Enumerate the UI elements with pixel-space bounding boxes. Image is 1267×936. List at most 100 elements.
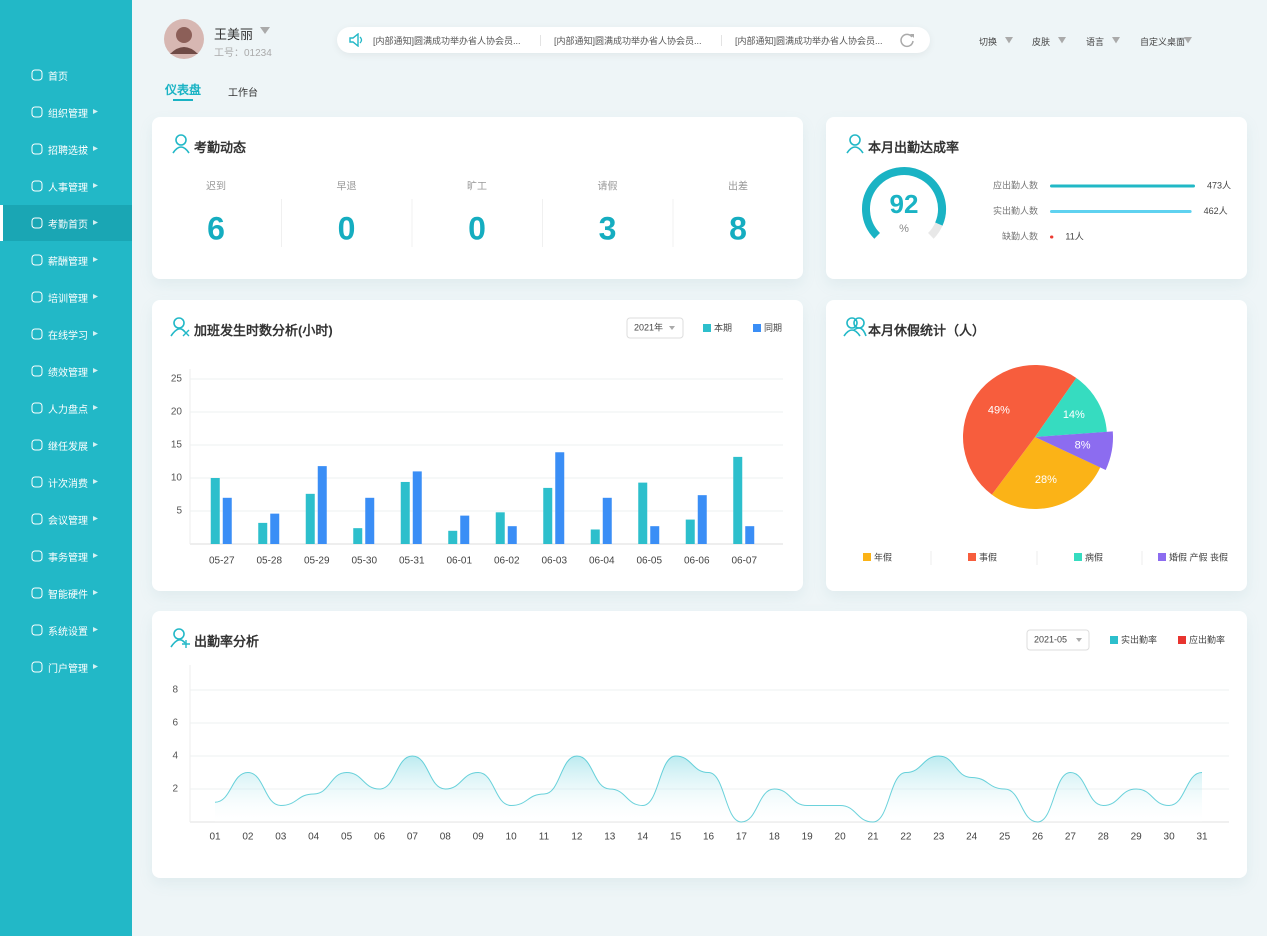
legend-label: 本期 xyxy=(714,322,732,333)
nav-item[interactable]: 薪酬管理 xyxy=(0,242,132,278)
arrow-shape xyxy=(93,294,98,299)
user-name[interactable]: 王美丽 xyxy=(214,27,254,42)
nav-icon xyxy=(31,328,43,340)
legend-swatch xyxy=(703,324,711,332)
nav-item[interactable]: 招聘选拔 xyxy=(0,131,132,167)
legend-label: 病假 xyxy=(1085,551,1103,562)
legend-label: 事假 xyxy=(979,551,997,562)
expand-arrow xyxy=(93,294,98,299)
arrow-shape xyxy=(93,516,98,521)
nav-label: 事务管理 xyxy=(48,553,88,564)
x-tick-label: 06-02 xyxy=(494,556,520,567)
icon-shape xyxy=(31,254,43,266)
menu[interactable]: 皮肤 xyxy=(1032,37,1051,47)
gauge-label: 92 xyxy=(890,189,919,219)
icon-shape xyxy=(31,143,43,155)
avatar xyxy=(164,19,204,59)
x-tick-label: 24 xyxy=(966,832,978,843)
arrow-shape xyxy=(93,220,98,225)
arrow-shape xyxy=(93,553,98,558)
nav-item[interactable]: 智能硬件 xyxy=(0,575,132,611)
tab-active[interactable]: 仪表盘 xyxy=(165,83,202,97)
slice-label: 28% xyxy=(1035,474,1057,486)
arrow-shape xyxy=(93,109,98,114)
nav-item[interactable]: 培训管理 xyxy=(0,279,132,315)
bar xyxy=(448,530,458,544)
nav-item[interactable]: 在线学习 xyxy=(0,316,132,352)
menu[interactable]: 切换 xyxy=(979,37,998,47)
bar xyxy=(495,512,505,544)
menu[interactable]: 自定义桌面 xyxy=(1140,37,1186,47)
y-tick-label: 6 xyxy=(172,718,178,729)
nav-item[interactable]: 人力盘点 xyxy=(0,390,132,426)
area-fill xyxy=(215,756,1202,822)
menu[interactable]: 语言 xyxy=(1086,37,1105,47)
x-tick-label: 05-29 xyxy=(304,556,330,567)
nav-label: 计次消费 xyxy=(48,479,88,490)
notice[interactable]: [内部通知]圆满成功举办省人协会员... xyxy=(554,36,702,46)
nav-item[interactable]: 系统设置 xyxy=(0,612,132,648)
legend-label: 实出勤率 xyxy=(1121,634,1157,645)
nav-item[interactable]: 组织管理 xyxy=(0,94,132,130)
row-label: 实出勤人数 xyxy=(993,205,1038,216)
nav-item[interactable]: 继任发展 xyxy=(0,427,132,463)
nav-item[interactable]: 首页 xyxy=(0,57,132,93)
x-tick-label: 25 xyxy=(999,832,1011,843)
x-tick-label: 20 xyxy=(835,832,847,843)
stat-value: 3 xyxy=(599,210,617,246)
bar xyxy=(745,526,755,544)
tab[interactable]: 工作台 xyxy=(228,88,258,99)
nav-item[interactable]: 考勤首页 xyxy=(0,205,132,241)
nav-item[interactable]: 计次消费 xyxy=(0,464,132,500)
nav-label: 招聘选拔 xyxy=(48,146,88,157)
line xyxy=(214,755,1203,823)
x-tick-label: 28 xyxy=(1098,832,1110,843)
nav-label: 会议管理 xyxy=(48,516,88,527)
year-select[interactable] xyxy=(626,317,684,339)
expand-arrow xyxy=(93,109,98,114)
x-tick-label: 07 xyxy=(407,832,419,843)
icon-shape xyxy=(31,328,43,340)
refresh-icon[interactable] xyxy=(899,32,915,48)
x-tick-label: 06-06 xyxy=(684,556,710,567)
card-title: 出勤率分析 xyxy=(194,634,260,649)
pie-slice xyxy=(1035,378,1107,437)
bar xyxy=(258,522,268,544)
x-tick-label: 31 xyxy=(1196,832,1208,843)
y-tick-label: 2 xyxy=(172,784,178,795)
icon-shape xyxy=(31,365,43,377)
arrow-shape xyxy=(1184,37,1192,44)
value-label: 462人 xyxy=(1204,206,1228,216)
nav-item[interactable]: 人事管理 xyxy=(0,168,132,204)
nav-item[interactable]: 门户管理 xyxy=(0,649,132,685)
icon-shape xyxy=(31,217,43,229)
month-select[interactable] xyxy=(1026,629,1090,651)
notice[interactable]: [内部通知]圆满成功举办省人协会员... xyxy=(735,36,883,46)
nav-item[interactable]: 会议管理 xyxy=(0,501,132,537)
stat-label: 旷工 xyxy=(467,181,487,193)
title-icon xyxy=(846,134,864,154)
x-tick-label: 18 xyxy=(769,832,781,843)
icon-shape xyxy=(31,402,43,414)
bar xyxy=(590,529,600,544)
bar xyxy=(270,513,280,544)
nav-label: 薪酬管理 xyxy=(48,257,88,268)
speaker-icon xyxy=(349,33,363,47)
bar xyxy=(412,471,422,544)
nav-item[interactable]: 绩效管理 xyxy=(0,353,132,389)
nav-item[interactable]: 事务管理 xyxy=(0,538,132,574)
bar xyxy=(317,466,327,544)
bar xyxy=(697,495,707,544)
icon-shape xyxy=(31,624,43,636)
nav-icon xyxy=(31,365,43,377)
dropdown-arrow xyxy=(1058,37,1066,44)
notice[interactable]: [内部通知]圆满成功举办省人协会员... xyxy=(373,36,521,46)
expand-arrow xyxy=(93,590,98,595)
nav-icon xyxy=(31,439,43,451)
arrow-shape xyxy=(93,257,98,262)
year-select-label: 2021年 xyxy=(634,321,663,332)
x-tick-label: 12 xyxy=(571,832,583,843)
dropdown-arrow xyxy=(1112,37,1120,44)
x-tick-label: 11 xyxy=(539,832,550,843)
